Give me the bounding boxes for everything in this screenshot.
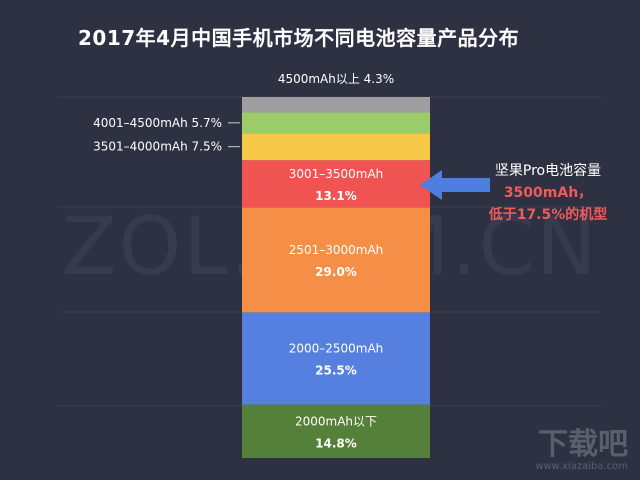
logo-url: www.xiazaiba.com bbox=[535, 461, 628, 472]
value-label-segment-3: 13.1% bbox=[315, 189, 357, 203]
logo-text: 下载吧 bbox=[538, 427, 628, 462]
callout-line-3: 低于17.5%的机型 bbox=[488, 207, 608, 223]
outside-label-segment-4: 3501–4000mAh 7.5% bbox=[93, 140, 222, 154]
value-label-segment-2: 29.0% bbox=[315, 265, 357, 279]
bar-segment-5 bbox=[242, 112, 430, 134]
category-label-segment-0: 2000mAh以下 bbox=[295, 414, 377, 428]
bar-segment-6 bbox=[242, 97, 430, 113]
outside-label-segment-5: 4001–4500mAh 5.7% bbox=[93, 116, 222, 130]
category-label-segment-3: 3001–3500mAh bbox=[289, 167, 384, 181]
category-label-segment-1: 2000–2500mAh bbox=[289, 341, 384, 355]
callout-note: 坚果Pro电池容量 3500mAh， 低于17.5%的机型 bbox=[468, 160, 628, 226]
outside-label-segment-6: 4500mAh以上 4.3% bbox=[278, 72, 394, 86]
value-label-segment-1: 25.5% bbox=[315, 363, 357, 377]
chart-title: 2017年4月中国手机市场不同电池容量产品分布 bbox=[78, 26, 520, 50]
site-logo: 下载吧 www.xiazaiba.com bbox=[508, 427, 628, 473]
bar-segment-4 bbox=[242, 133, 430, 161]
category-label-segment-2: 2501–3000mAh bbox=[289, 243, 384, 257]
bar-segment-3 bbox=[242, 160, 430, 208]
bar-segment-1 bbox=[242, 312, 430, 405]
bar-segment-2 bbox=[242, 207, 430, 313]
callout-arrow-icon bbox=[420, 170, 490, 200]
callout-line-1: 坚果Pro电池容量 bbox=[494, 163, 602, 179]
value-label-segment-0: 14.8% bbox=[315, 436, 357, 450]
bar-segment-0 bbox=[242, 404, 430, 458]
callout-line-2: 3500mAh， bbox=[503, 185, 593, 201]
